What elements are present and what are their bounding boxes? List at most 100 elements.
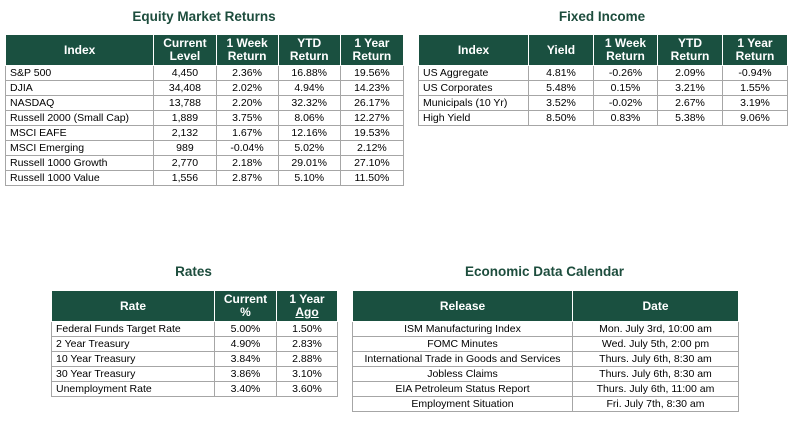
table-row: Jobless Claims Thurs. July 6th, 8:30 am <box>352 366 739 382</box>
table-row: Unemployment Rate 3.40% 3.60% <box>51 381 338 397</box>
table-row: 2 Year Treasury 4.90% 2.83% <box>51 336 338 352</box>
cell-1-week-return: 2.02% <box>215 80 279 96</box>
table-row: Employment Situation Fri. July 7th, 8:30 … <box>352 396 739 412</box>
cell-release: Employment Situation <box>352 396 573 412</box>
table-row: US Aggregate 4.81% -0.26% 2.09% -0.94% <box>418 65 788 81</box>
cell-1-week-return: -0.02% <box>593 95 658 111</box>
cell-release: FOMC Minutes <box>352 336 573 352</box>
cell-index-name: Russell 1000 Growth <box>4 155 155 171</box>
cell-current-level: 989 <box>153 140 217 156</box>
cell-ytd-return: 29.01% <box>277 155 341 171</box>
cell-index-name: DJIA <box>4 80 155 96</box>
cell-current-level: 1,556 <box>153 170 217 186</box>
cell-ytd-return: 2.09% <box>657 65 723 81</box>
cell-1-year-return: 14.23% <box>339 80 405 96</box>
cell-1-year-return: -0.94% <box>722 65 788 81</box>
cell-1-year-ago: 2.83% <box>276 336 338 352</box>
table-row: FOMC Minutes Wed. July 5th, 2:00 pm <box>352 336 739 352</box>
cell-1-week-return: 2.87% <box>215 170 279 186</box>
cell-release: EIA Petroleum Status Report <box>352 381 573 397</box>
table-row: 30 Year Treasury 3.86% 3.10% <box>51 366 338 382</box>
cell-current-percent: 3.40% <box>214 381 277 397</box>
cell-index-name: S&P 500 <box>4 65 155 81</box>
cell-ytd-return: 5.02% <box>277 140 341 156</box>
header-date: Date <box>572 290 739 322</box>
table-row: Federal Funds Target Rate 5.00% 1.50% <box>51 321 338 337</box>
cell-yield: 3.52% <box>528 95 594 111</box>
equity-title: Equity Market Returns <box>132 9 276 24</box>
cell-current-percent: 3.84% <box>214 351 277 367</box>
cell-ytd-return: 3.21% <box>657 80 723 96</box>
table-row: ISM Manufacturing Index Mon. July 3rd, 10… <box>352 321 739 337</box>
header-1-week-return: 1 Week Return <box>215 34 279 66</box>
table-row: EIA Petroleum Status Report Thurs. July 6… <box>352 381 739 397</box>
cell-index-name: High Yield <box>418 110 529 126</box>
cell-1-year-return: 26.17% <box>339 95 405 111</box>
header-index: Index <box>418 34 529 66</box>
cell-rate-name: Unemployment Rate <box>51 381 215 397</box>
cell-current-level: 4,450 <box>153 65 217 81</box>
cell-date: Thurs. July 6th, 11:00 am <box>572 381 739 397</box>
cell-index-name: MSCI EAFE <box>4 125 155 141</box>
header-release: Release <box>352 290 573 322</box>
fixed-income-table: Index Yield 1 Week Return YTD Return 1 Yea… <box>418 34 788 126</box>
table-row: High Yield 8.50% 0.83% 5.38% 9.06% <box>418 110 788 126</box>
cell-1-year-return: 9.06% <box>722 110 788 126</box>
header-rate: Rate <box>51 290 215 322</box>
cell-ytd-return: 2.67% <box>657 95 723 111</box>
cell-ytd-return: 5.38% <box>657 110 723 126</box>
cell-release: Jobless Claims <box>352 366 573 382</box>
calendar-title: Economic Data Calendar <box>464 264 625 279</box>
cell-yield: 8.50% <box>528 110 594 126</box>
cell-ytd-return: 16.88% <box>277 65 341 81</box>
cell-current-percent: 3.86% <box>214 366 277 382</box>
rates-table: Rate Current% 1 Year Ago Federal Funds Ta… <box>51 290 338 397</box>
header-1-year-ago: 1 Year Ago <box>276 290 338 322</box>
table-row: US Corporates 5.48% 0.15% 3.21% 1.55% <box>418 80 788 96</box>
cell-1-week-return: 3.75% <box>215 110 279 126</box>
cell-1-week-return: 2.36% <box>215 65 279 81</box>
header-1-year-return: 1 Year Return <box>339 34 405 66</box>
cell-index-name: US Aggregate <box>418 65 529 81</box>
cell-ytd-return: 12.16% <box>277 125 341 141</box>
cell-current-level: 2,770 <box>153 155 217 171</box>
header-yield: Yield <box>528 34 594 66</box>
cell-ytd-return: 4.94% <box>277 80 341 96</box>
table-row: Municipals (10 Yr) 3.52% -0.02% 2.67% 3.19% <box>418 95 788 111</box>
cell-1-week-return: -0.26% <box>593 65 658 81</box>
cell-date: Thurs. July 6th, 8:30 am <box>572 351 739 367</box>
cell-date: Wed. July 5th, 2:00 pm <box>572 336 739 352</box>
cell-rate-name: 10 Year Treasury <box>51 351 215 367</box>
header-ytd-return: YTD Return <box>657 34 723 66</box>
table-row: 10 Year Treasury 3.84% 2.88% <box>51 351 338 367</box>
cell-1-year-return: 19.53% <box>339 125 405 141</box>
header-ytd-return: YTD Return <box>277 34 341 66</box>
cell-rate-name: Federal Funds Target Rate <box>51 321 215 337</box>
cell-1-week-return: 2.20% <box>215 95 279 111</box>
cell-index-name: Russell 2000 (Small Cap) <box>4 110 155 126</box>
cell-1-year-ago: 3.60% <box>276 381 338 397</box>
cell-current-level: 13,788 <box>153 95 217 111</box>
cell-current-level: 1,889 <box>153 110 217 126</box>
cell-1-year-return: 2.12% <box>339 140 405 156</box>
cell-index-name: Municipals (10 Yr) <box>418 95 529 111</box>
cell-yield: 5.48% <box>528 80 594 96</box>
cell-1-year-return: 11.50% <box>339 170 405 186</box>
cell-1-week-return: -0.04% <box>215 140 279 156</box>
cell-1-year-return: 12.27% <box>339 110 405 126</box>
table-row: DJIA 34,408 2.02% 4.94% 14.23% <box>4 80 405 96</box>
cell-date: Mon. July 3rd, 10:00 am <box>572 321 739 337</box>
header-current-percent: Current% <box>214 290 277 322</box>
cell-index-name: NASDAQ <box>4 95 155 111</box>
table-row: Russell 1000 Growth 2,770 2.18% 29.01% 27.10… <box>4 155 405 171</box>
cell-current-level: 2,132 <box>153 125 217 141</box>
equity-table: Index Current Level 1 Week Return YTD Retur… <box>4 34 405 186</box>
cell-date: Fri. July 7th, 8:30 am <box>572 396 739 412</box>
cell-1-year-return: 27.10% <box>339 155 405 171</box>
table-row: S&P 500 4,450 2.36% 16.88% 19.56% <box>4 65 405 81</box>
table-row: Russell 2000 (Small Cap) 1,889 3.75% 8.06% 1… <box>4 110 405 126</box>
cell-current-percent: 4.90% <box>214 336 277 352</box>
cell-ytd-return: 8.06% <box>277 110 341 126</box>
cell-index-name: MSCI Emerging <box>4 140 155 156</box>
cell-rate-name: 30 Year Treasury <box>51 366 215 382</box>
